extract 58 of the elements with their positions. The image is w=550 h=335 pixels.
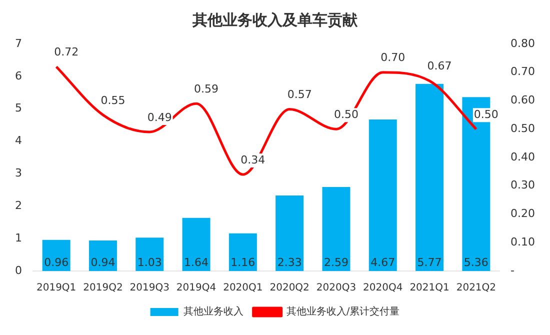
x-tick-label: 2019Q1 — [36, 282, 76, 294]
data-label: 0.50 — [334, 108, 358, 121]
data-label: 1.64 — [184, 256, 209, 269]
data-label: 0.57 — [287, 88, 312, 102]
y-tick-label: 1 — [15, 231, 22, 244]
x-tick-label: 2019Q4 — [176, 282, 216, 294]
bar — [88, 240, 117, 271]
y2-tick-label: 0.60 — [510, 94, 536, 107]
y2-tick-label: 0.10 — [510, 235, 536, 248]
bar — [322, 187, 350, 271]
legend-label: 其他业务收入 — [183, 306, 244, 318]
data-label: 2.59 — [324, 256, 348, 269]
data-label: 0.72 — [54, 46, 79, 59]
legend-label: 其他业务收入/累计交付量 — [286, 306, 400, 318]
y-tick-label: 5 — [15, 102, 22, 115]
data-label: 2.33 — [277, 256, 302, 269]
data-label: 5.77 — [417, 256, 442, 269]
data-label: 0.34 — [240, 153, 266, 166]
data-label: 0.94 — [90, 256, 116, 269]
data-label: 5.36 — [464, 256, 488, 269]
y2-tick-label: - — [510, 264, 515, 277]
x-tick-label: 2021Q1 — [410, 282, 450, 294]
y2-tick-label: 0.50 — [510, 122, 536, 135]
x-tick-label: 2020Q3 — [316, 282, 356, 294]
x-tick-label: 2021Q2 — [456, 282, 496, 294]
data-label: 1.16 — [230, 256, 256, 269]
chart-title: 其他业务收入及单车贡献 — [192, 10, 358, 29]
y-tick-label: 6 — [15, 69, 22, 82]
data-label: 1.03 — [137, 256, 162, 269]
y2-tick-label: 0.80 — [510, 36, 536, 50]
bar — [276, 195, 304, 271]
data-label: 0.59 — [194, 82, 219, 96]
bar — [182, 218, 210, 271]
bar — [228, 233, 257, 271]
bar — [368, 120, 397, 271]
data-label: 0.49 — [147, 110, 172, 124]
x-tick-label: 2020Q4 — [363, 282, 403, 294]
x-tick-label: 2019Q2 — [83, 282, 123, 294]
y-tick-label: 3 — [15, 166, 22, 180]
bar — [416, 84, 444, 271]
y2-tick-label: 0.20 — [510, 207, 536, 220]
x-tick-label: 2019Q3 — [130, 282, 170, 294]
data-label: 0.96 — [44, 256, 69, 269]
y-tick-label: 2 — [15, 199, 22, 212]
y-tick-label: 0 — [15, 264, 22, 277]
data-label: 0.55 — [100, 94, 126, 107]
y2-tick-label: 0.30 — [510, 178, 536, 192]
data-label: 0.50 — [474, 108, 498, 121]
data-label: 0.70 — [380, 51, 406, 64]
data-label: 0.67 — [427, 60, 452, 73]
y-tick-label: 4 — [15, 134, 22, 148]
data-label: 4.67 — [370, 256, 396, 269]
y2-tick-label: 0.70 — [510, 65, 536, 78]
y-tick-label: 7 — [15, 36, 22, 50]
bar — [136, 238, 164, 271]
y2-tick-label: 0.40 — [510, 150, 536, 164]
x-tick-label: 2020Q1 — [223, 282, 263, 294]
x-tick-label: 2020Q2 — [270, 282, 310, 294]
